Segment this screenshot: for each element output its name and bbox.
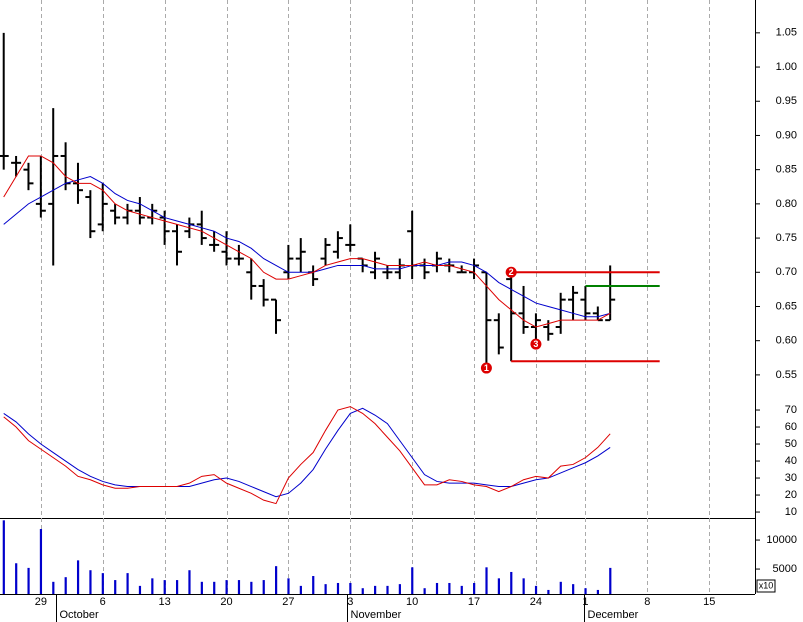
y-tick-label: 20 (785, 489, 797, 501)
oscillator-line (3, 407, 611, 498)
marker (505, 266, 517, 278)
volume-bar (349, 582, 352, 594)
volume-bar (312, 576, 315, 594)
marker-label: 2 (509, 267, 514, 277)
volume-bar (89, 570, 92, 594)
y-tick-label: 1.05 (776, 27, 797, 39)
month-label: November (351, 609, 402, 621)
volume-bar (584, 588, 587, 594)
x-tick-label: 27 (282, 596, 294, 608)
y-tick-label: 60 (785, 421, 797, 433)
oscillator-line (3, 406, 611, 505)
volume-bar (448, 582, 451, 594)
volume-bar (76, 560, 80, 594)
volume-bar (114, 580, 117, 594)
volume-bar (374, 585, 377, 594)
volume-bar (2, 520, 5, 594)
marker (480, 362, 492, 374)
x-tick-label: 20 (220, 596, 232, 608)
volume-bar (225, 580, 228, 594)
volume-bar (547, 589, 550, 594)
volume-bar (299, 585, 302, 594)
volume-bar (559, 581, 562, 594)
y-tick-label: 0.55 (776, 369, 797, 381)
y-tick-label: 30 (785, 472, 797, 484)
volume-bar (163, 580, 166, 594)
volume-bar (188, 570, 191, 594)
volume-bar (39, 529, 43, 594)
y-tick-label: 0.80 (776, 198, 797, 210)
x-tick-label: 24 (530, 596, 542, 608)
volume-bar (473, 582, 476, 594)
x-tick-label: 17 (468, 596, 480, 608)
multiplier-label: x10 (759, 580, 774, 590)
volume-bar (361, 588, 364, 594)
moving-average (3, 155, 611, 328)
volume-bar (151, 578, 154, 594)
volume-bar (522, 578, 525, 594)
y-tick-label: 0.75 (776, 232, 797, 244)
x-tick-label: 29 (35, 596, 47, 608)
y-tick-label: 0.65 (776, 300, 797, 312)
x-tick-label: 1 (582, 596, 588, 608)
volume-bar (534, 585, 538, 594)
volume-bar (485, 567, 488, 594)
x-tick-label: 6 (100, 596, 106, 608)
volume-bar (336, 582, 340, 594)
volume-bar (275, 566, 278, 594)
y-tick-label: 10 (785, 506, 797, 518)
volume-bar (398, 584, 401, 594)
y-tick-label: 1.00 (776, 61, 797, 73)
volume-bar (200, 581, 203, 594)
volume-bar (262, 580, 265, 594)
y-tick-label: 0.95 (776, 95, 797, 107)
x-tick-label: 3 (347, 596, 353, 608)
volume-bar (423, 588, 426, 594)
volume-bar (435, 582, 439, 594)
volume-bar (572, 584, 575, 594)
x-tick-label: 10 (406, 596, 418, 608)
y-tick-label: 5000 (773, 563, 797, 575)
volume-bar (497, 578, 500, 594)
marker-label: 3 (533, 339, 538, 349)
volume-bar (237, 580, 241, 594)
x-tick-label: 8 (644, 596, 650, 608)
y-tick-label: 0.85 (776, 164, 797, 176)
y-tick-label: 0.70 (776, 266, 797, 278)
y-tick-label: 70 (785, 404, 797, 416)
y-tick-label: 0.60 (776, 335, 797, 347)
volume-bar (411, 567, 414, 594)
volume-bar (52, 581, 55, 594)
marker-label: 1 (484, 363, 489, 373)
volume-bar (596, 589, 600, 594)
volume-bar (460, 585, 463, 594)
volume-bar (101, 573, 104, 594)
multiplier-box (756, 579, 776, 593)
moving-average (3, 175, 611, 318)
y-tick-label: 10000 (766, 534, 797, 546)
month-label: October (60, 609, 99, 621)
volume-bar (27, 567, 30, 594)
y-tick-label: 40 (785, 455, 797, 467)
volume-bar (609, 567, 612, 594)
volume-bar (15, 563, 18, 594)
volume-bar (250, 581, 253, 594)
marker (530, 338, 542, 350)
volume-bar (138, 585, 142, 594)
volume-bar (64, 577, 67, 594)
volume-bar (386, 585, 389, 594)
month-label: December (588, 609, 639, 621)
volume-bar (213, 581, 216, 594)
volume-bar (126, 573, 129, 594)
volume-bar (287, 578, 290, 594)
x-tick-label: 15 (703, 596, 715, 608)
x-tick-label: 13 (158, 596, 170, 608)
y-tick-label: 0.90 (776, 129, 797, 141)
volume-bar (510, 571, 513, 594)
volume-bar (175, 580, 179, 594)
y-tick-label: 50 (785, 438, 797, 450)
volume-bar (324, 584, 327, 594)
